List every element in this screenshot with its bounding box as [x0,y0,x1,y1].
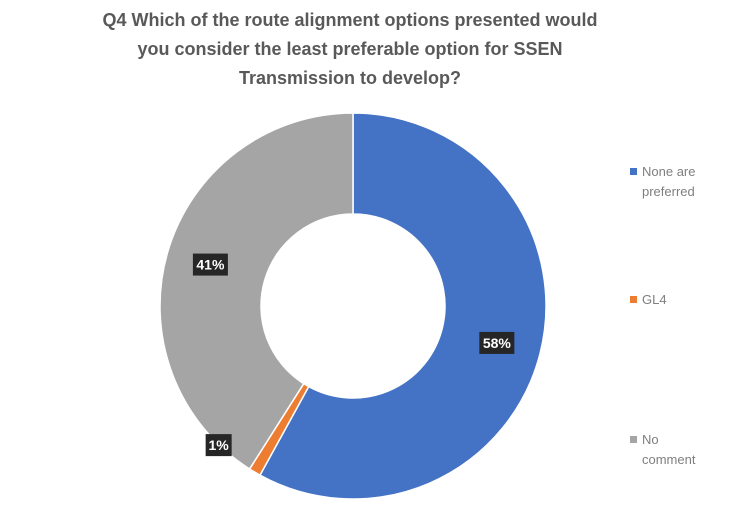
chart-title: Q4 Which of the route alignment options … [0,6,700,93]
data-label-none-are-preferred: 58% [483,335,512,351]
legend-item-no-comment: No comment [630,430,695,470]
chart-title-line-1: Q4 Which of the route alignment options … [102,10,598,30]
data-label-no-comment: 41% [196,257,225,273]
legend-item-gl4: GL4 [630,290,667,310]
legend-label-no-comment: No comment [642,432,696,467]
chart-title-line-2: you consider the least preferable option… [137,39,563,59]
legend-swatch-no-comment [630,436,637,443]
legend-label-none-preferred: None are preferred [642,164,696,199]
data-label-box-none-are-preferred [479,331,515,354]
legend-item-none-preferred: None are preferred [630,162,695,202]
chart-title-line-3: Transmission to develop? [238,68,462,88]
donut-slice-none-are-preferred [259,112,547,500]
data-label-gl4: 1% [209,437,230,453]
legend-label-gl4: GL4 [642,292,667,307]
legend-swatch-none-preferred [630,168,637,175]
data-label-box-no-comment [192,253,228,276]
data-label-box-gl4 [205,434,232,457]
donut-slice-no-comment [159,112,354,470]
legend-swatch-gl4 [630,296,637,303]
